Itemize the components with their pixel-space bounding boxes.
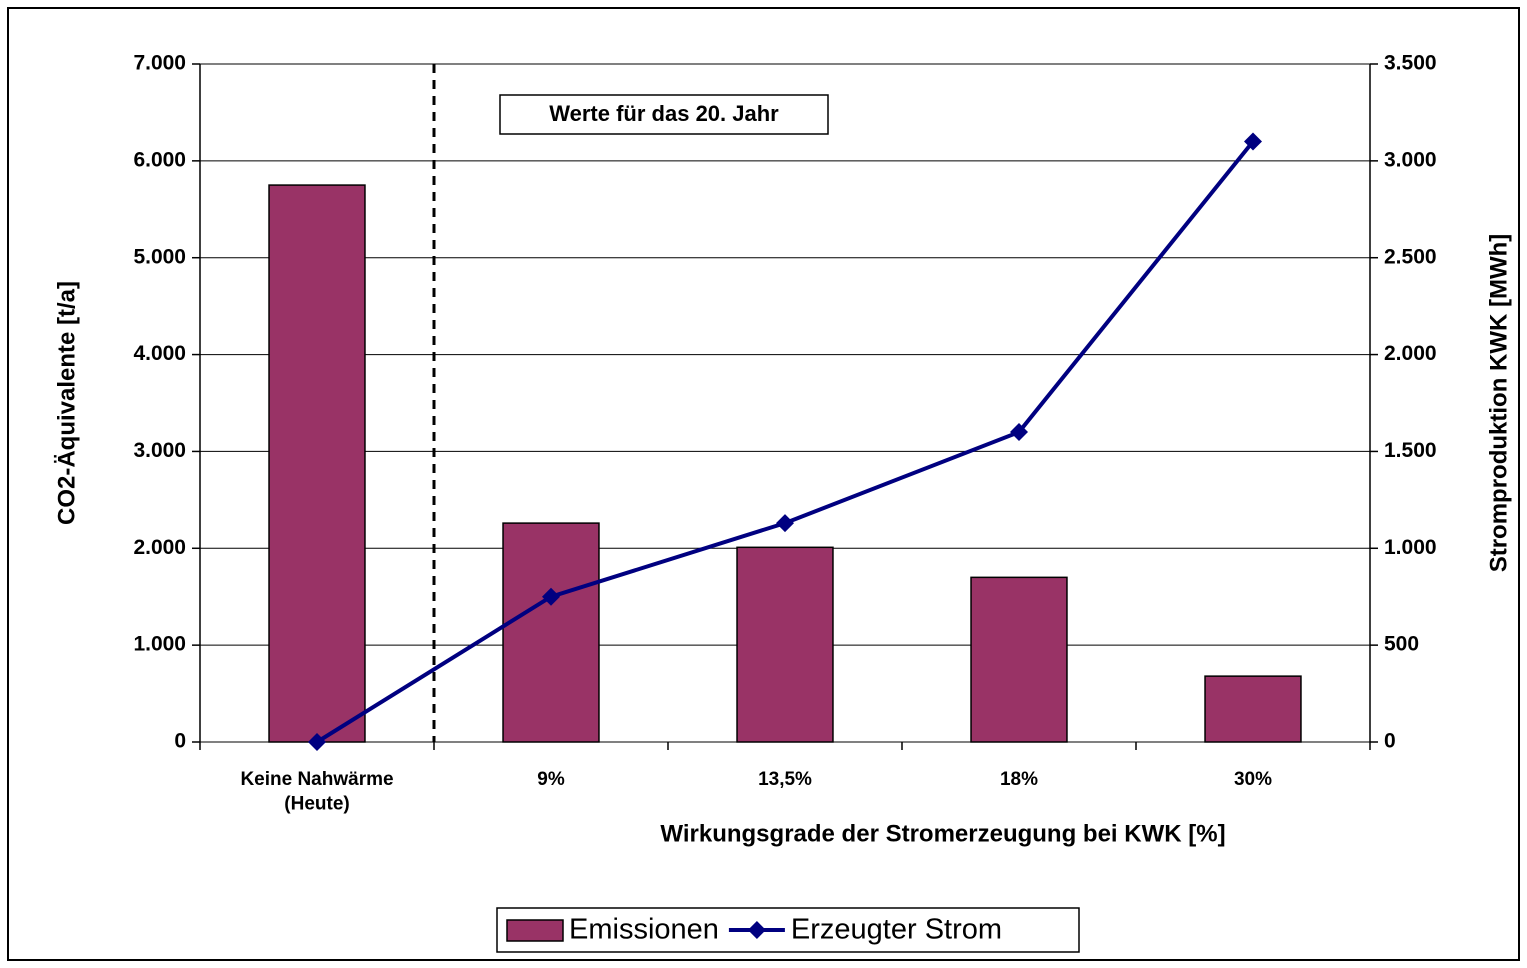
x-tick-label: 18% bbox=[1000, 769, 1038, 790]
marker bbox=[308, 733, 326, 751]
x-tick-label: Keine Nahwärme (Heute) bbox=[240, 769, 393, 815]
y-tick-label: 6.000 bbox=[133, 148, 186, 171]
legend-box bbox=[496, 907, 1080, 953]
y-tick-label: 7.000 bbox=[133, 52, 186, 75]
y2-tick-label: 2.500 bbox=[1384, 245, 1437, 268]
y-axis-title: CO2-Äquivalente [t/a] bbox=[53, 281, 80, 525]
legend-label: Emissionen bbox=[569, 914, 719, 946]
y-tick-label: 5.000 bbox=[133, 245, 186, 268]
y-tick-label: 2.000 bbox=[133, 536, 186, 559]
y2-tick-label: 3.000 bbox=[1384, 148, 1437, 171]
legend-label: Erzeugter Strom bbox=[791, 914, 1002, 946]
marker bbox=[1244, 132, 1262, 151]
y-tick-label: 3.000 bbox=[133, 439, 186, 462]
y2-tick-label: 2.000 bbox=[1384, 342, 1437, 365]
marker bbox=[1010, 423, 1028, 442]
legend-swatch bbox=[506, 919, 564, 942]
x-axis-title: Wirkungsgrade der Stromerzeugung bei KWK… bbox=[660, 820, 1225, 847]
y2-tick-label: 1.500 bbox=[1384, 439, 1437, 462]
legend-marker bbox=[747, 921, 766, 939]
x-tick-label: 13,5% bbox=[758, 769, 812, 790]
bar bbox=[1204, 675, 1302, 743]
marker bbox=[776, 514, 794, 533]
y-tick-label: 0 bbox=[174, 730, 186, 753]
bar bbox=[268, 184, 366, 743]
y-tick-label: 4.000 bbox=[133, 342, 186, 365]
annotation-box bbox=[499, 94, 829, 135]
x-tick-label: 30% bbox=[1234, 769, 1272, 790]
y2-tick-label: 500 bbox=[1384, 633, 1419, 656]
y2-axis-title: Stromproduktion KWK [MWh] bbox=[1485, 234, 1512, 573]
bar bbox=[502, 522, 600, 743]
y2-tick-label: 0 bbox=[1384, 730, 1396, 753]
x-tick-label: 9% bbox=[537, 769, 565, 790]
y2-tick-label: 3.500 bbox=[1384, 52, 1437, 75]
y2-tick-label: 1.000 bbox=[1384, 536, 1437, 559]
bar bbox=[736, 546, 834, 743]
marker bbox=[542, 587, 560, 606]
annotation: Werte für das 20. Jahr bbox=[549, 101, 779, 126]
bar bbox=[970, 576, 1068, 743]
chart-frame bbox=[7, 7, 1520, 961]
y-tick-label: 1.000 bbox=[133, 633, 186, 656]
